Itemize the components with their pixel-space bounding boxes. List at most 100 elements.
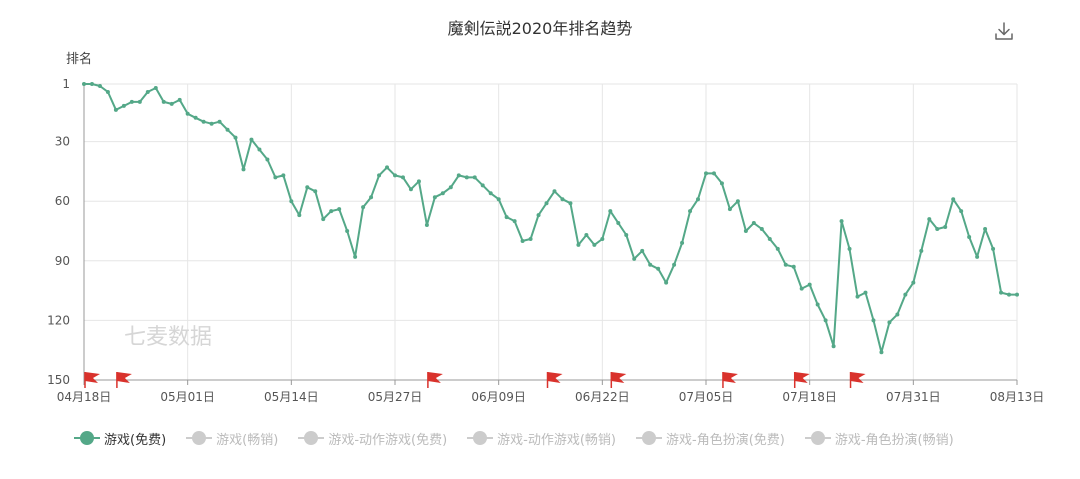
data-point[interactable] <box>265 157 270 162</box>
data-point[interactable] <box>544 201 549 206</box>
data-point[interactable] <box>313 189 318 194</box>
data-point[interactable] <box>855 294 860 299</box>
data-point[interactable] <box>408 187 413 192</box>
data-point[interactable] <box>576 242 581 247</box>
data-point[interactable] <box>369 195 374 200</box>
data-point[interactable] <box>1007 292 1012 297</box>
data-point[interactable] <box>82 82 86 86</box>
data-point[interactable] <box>999 290 1004 295</box>
data-point[interactable] <box>448 185 453 190</box>
data-point[interactable] <box>353 254 358 259</box>
data-point[interactable] <box>648 262 653 267</box>
data-point[interactable] <box>911 280 916 285</box>
data-point[interactable] <box>767 236 772 241</box>
data-point[interactable] <box>321 217 326 222</box>
data-point[interactable] <box>600 236 605 241</box>
data-point[interactable] <box>121 103 126 108</box>
data-point[interactable] <box>209 121 214 126</box>
data-point[interactable] <box>751 221 756 226</box>
data-point[interactable] <box>863 290 868 295</box>
data-point[interactable] <box>887 320 892 325</box>
data-point[interactable] <box>400 175 405 180</box>
data-point[interactable] <box>249 137 254 142</box>
flag-marker-icon[interactable] <box>84 372 100 388</box>
data-point[interactable] <box>496 197 501 202</box>
data-point[interactable] <box>217 119 222 124</box>
data-point[interactable] <box>1015 292 1019 297</box>
download-button[interactable] <box>993 20 1015 42</box>
data-point[interactable] <box>89 82 94 86</box>
data-point[interactable] <box>696 197 701 202</box>
data-point[interactable] <box>440 191 445 196</box>
data-point[interactable] <box>919 248 924 253</box>
data-point[interactable] <box>983 227 988 232</box>
legend-item[interactable]: 游戏(畅销) <box>186 429 278 448</box>
data-point[interactable] <box>664 280 669 285</box>
data-point[interactable] <box>385 165 390 170</box>
flag-marker-icon[interactable] <box>793 372 810 388</box>
data-point[interactable] <box>743 229 748 234</box>
data-point[interactable] <box>616 221 621 226</box>
data-point[interactable] <box>153 85 158 90</box>
data-point[interactable] <box>831 344 836 349</box>
data-point[interactable] <box>807 282 812 287</box>
data-point[interactable] <box>472 175 477 180</box>
legend-item[interactable]: 游戏-动作游戏(免费) <box>298 429 447 448</box>
data-point[interactable] <box>560 197 565 202</box>
data-point[interactable] <box>791 264 796 269</box>
data-point[interactable] <box>137 99 142 104</box>
data-point[interactable] <box>847 246 852 251</box>
data-point[interactable] <box>281 173 286 178</box>
data-point[interactable] <box>735 199 740 204</box>
data-point[interactable] <box>783 262 788 267</box>
data-point[interactable] <box>935 227 940 232</box>
data-point[interactable] <box>951 197 956 202</box>
legend-item[interactable]: 游戏-角色扮演(免费) <box>636 429 785 448</box>
data-point[interactable] <box>775 246 780 251</box>
data-point[interactable] <box>504 215 509 220</box>
data-point[interactable] <box>185 111 190 116</box>
data-point[interactable] <box>536 213 541 218</box>
data-point[interactable] <box>432 195 437 200</box>
data-point[interactable] <box>233 135 238 140</box>
data-point[interactable] <box>377 173 382 178</box>
data-point[interactable] <box>632 256 637 261</box>
data-point[interactable] <box>456 173 461 178</box>
data-point[interactable] <box>839 219 844 224</box>
legend-item[interactable]: 游戏-动作游戏(畅销) <box>467 429 616 448</box>
flag-marker-icon[interactable] <box>849 372 866 388</box>
data-point[interactable] <box>704 171 708 176</box>
data-point[interactable] <box>672 262 677 267</box>
data-point[interactable] <box>273 175 278 180</box>
data-point[interactable] <box>711 171 716 176</box>
data-point[interactable] <box>608 209 613 214</box>
data-point[interactable] <box>297 213 302 218</box>
flag-marker-icon[interactable] <box>116 372 132 388</box>
data-point[interactable] <box>680 240 685 245</box>
flag-marker-icon[interactable] <box>546 372 563 388</box>
data-point[interactable] <box>727 207 732 212</box>
data-point[interactable] <box>145 89 150 94</box>
data-point[interactable] <box>105 89 110 94</box>
data-point[interactable] <box>480 183 485 188</box>
data-point[interactable] <box>464 175 469 180</box>
data-point[interactable] <box>345 229 350 234</box>
data-point[interactable] <box>759 227 764 232</box>
legend-item[interactable]: 游戏(免费) <box>74 429 166 448</box>
data-point[interactable] <box>959 209 964 214</box>
data-point[interactable] <box>129 99 134 104</box>
flag-marker-icon[interactable] <box>722 372 738 388</box>
data-point[interactable] <box>552 189 557 194</box>
flag-marker-icon[interactable] <box>427 372 443 388</box>
data-point[interactable] <box>815 302 820 307</box>
data-point[interactable] <box>289 199 294 204</box>
data-point[interactable] <box>584 232 589 237</box>
data-point[interactable] <box>257 147 262 152</box>
data-point[interactable] <box>97 83 102 88</box>
data-point[interactable] <box>416 179 421 184</box>
data-point[interactable] <box>424 223 429 228</box>
data-point[interactable] <box>177 97 182 102</box>
data-point[interactable] <box>895 312 900 317</box>
data-point[interactable] <box>624 232 629 237</box>
flag-marker-icon[interactable] <box>610 372 627 388</box>
